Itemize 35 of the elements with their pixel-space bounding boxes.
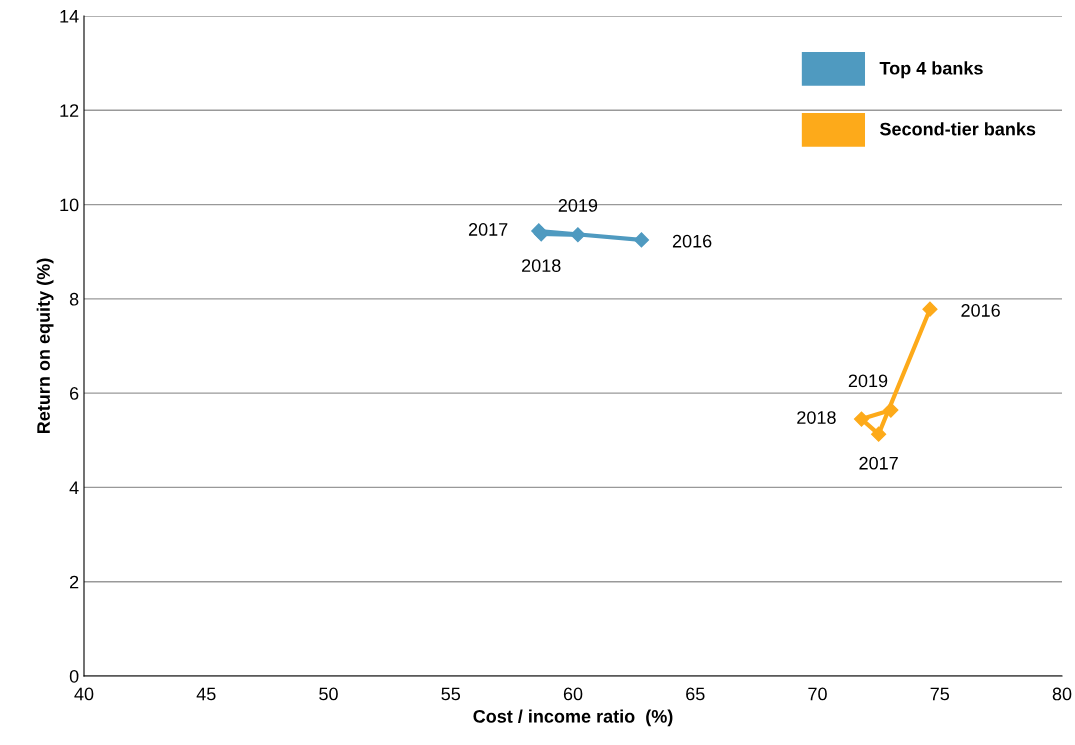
point xyxy=(871,426,887,442)
y-tick-label: 4 xyxy=(69,481,79,494)
point xyxy=(883,402,899,418)
y-tick-label: 2 xyxy=(70,575,79,589)
x-tick-label: 60 xyxy=(563,687,583,701)
point xyxy=(853,411,870,427)
annotation: 2017 xyxy=(859,456,898,470)
x-tick-label: 80 xyxy=(1052,687,1072,701)
y-axis-title: Return on equity (%) xyxy=(36,258,54,434)
y-tick-label: 0 xyxy=(69,669,79,683)
legend-label: Top 4 banks xyxy=(879,61,983,79)
annotation: 2019 xyxy=(558,199,598,212)
legend-label: Second-tier banks xyxy=(879,122,1036,136)
point xyxy=(570,227,586,243)
x-axis-title: Cost / income ratio (%) xyxy=(473,709,673,727)
y-tick-label: 14 xyxy=(60,10,79,23)
x-tick-label: 70 xyxy=(808,687,827,701)
annotation: 2018 xyxy=(522,259,561,272)
y-tick-label: 10 xyxy=(60,198,79,212)
annotation: 2016 xyxy=(672,234,712,248)
y-tick-label: 6 xyxy=(70,387,79,400)
point xyxy=(922,301,938,317)
annotation: 2016 xyxy=(961,304,1000,317)
x-tick-label: 45 xyxy=(196,687,216,701)
x-tick-label: 55 xyxy=(441,687,461,701)
y-tick-label: 8 xyxy=(69,292,79,306)
y-tick-label: 12 xyxy=(60,104,79,117)
x-tick-label: 65 xyxy=(686,687,705,701)
x-tick-label: 50 xyxy=(319,687,338,701)
x-tick-label: 40 xyxy=(74,687,94,701)
annotation: 2019 xyxy=(848,374,888,388)
annotation: 2018 xyxy=(797,411,836,424)
x-tick-label: 75 xyxy=(930,687,950,701)
point xyxy=(633,232,650,248)
annotation: 2017 xyxy=(468,223,508,236)
